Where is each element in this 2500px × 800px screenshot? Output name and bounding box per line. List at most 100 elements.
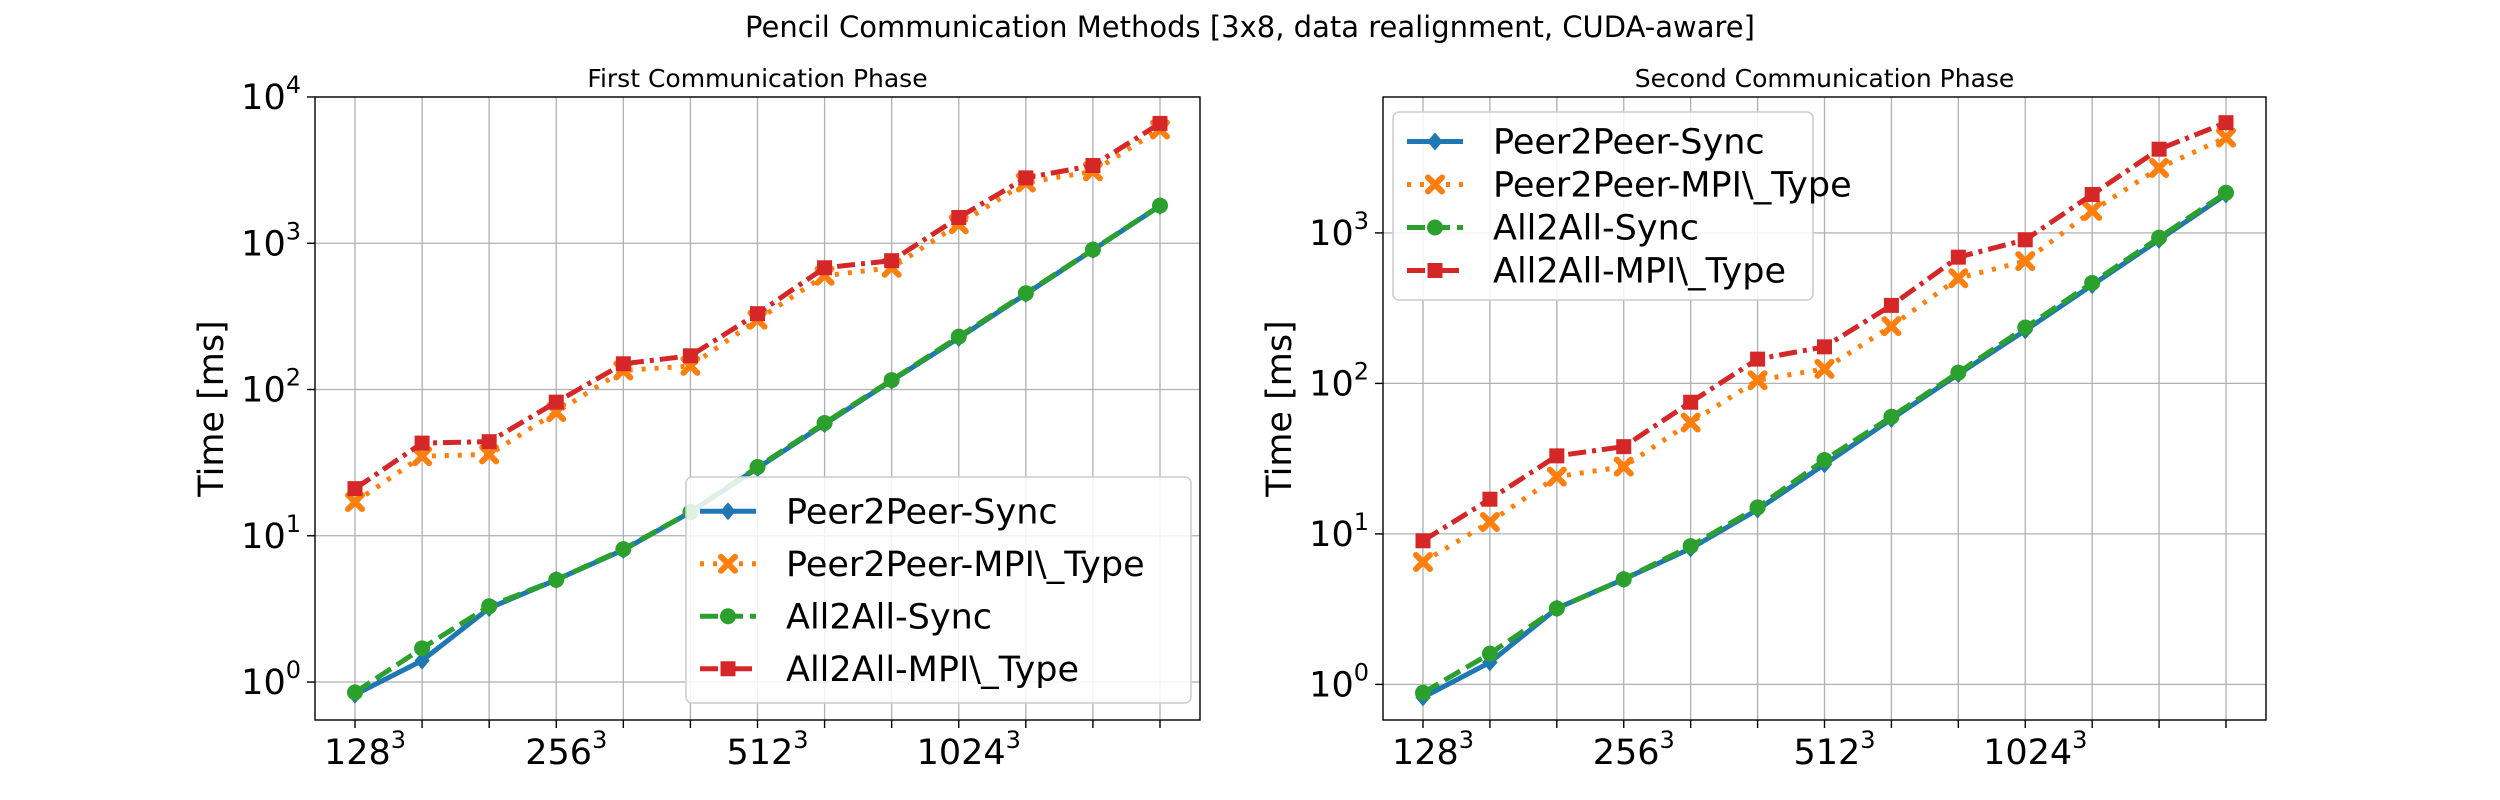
data-point — [1017, 285, 1034, 302]
legend-box — [685, 476, 1192, 704]
data-point — [951, 210, 967, 226]
legend-item-peer2peer-sync: Peer2Peer-Sync — [1407, 123, 1765, 163]
data-point — [2017, 319, 2034, 336]
data-point — [479, 444, 500, 465]
data-point — [414, 435, 430, 451]
legend-marker — [720, 502, 736, 521]
data-point — [481, 434, 497, 450]
data-point — [1950, 364, 1967, 381]
y-tick-label-2-exp: 2 — [1354, 357, 1369, 385]
data-point — [615, 541, 632, 558]
data-point — [1814, 358, 1835, 379]
data-point — [1616, 439, 1632, 455]
data-point — [682, 348, 698, 364]
data-point — [1479, 511, 1500, 532]
series-all2all-mpi-type — [1415, 115, 2234, 549]
data-point — [548, 571, 565, 588]
data-point — [1482, 491, 1498, 507]
legend-label: Peer2Peer-MPI\_Type — [1493, 166, 1852, 206]
y-tick-label-2: 102 — [241, 364, 301, 411]
data-point — [1747, 370, 1768, 391]
legend-item-all2all-mpi-type: All2All-MPI\_Type — [700, 650, 1079, 690]
x-tick-label-1-base: 256 — [525, 733, 592, 773]
x-tick-label-3-exp: 3 — [2072, 726, 2087, 754]
x-tick-label-1: 2563 — [525, 726, 607, 773]
legend-item-all2all-sync: All2All-Sync — [700, 597, 992, 637]
x-tick-label-1-base: 256 — [1593, 733, 1660, 773]
data-point — [1415, 533, 1431, 549]
y-tick-label-4-base: 10 — [241, 78, 286, 118]
data-point — [1881, 316, 1902, 337]
legend-label: All2All-Sync — [786, 597, 992, 637]
legend-marker — [1427, 219, 1443, 236]
y-tick-label-0-exp: 0 — [286, 656, 301, 684]
legend-marker — [720, 608, 736, 625]
data-point — [1152, 115, 1168, 131]
data-point — [1816, 451, 1833, 468]
data-point — [548, 394, 564, 410]
data-point — [884, 253, 900, 269]
y-tick-label-3-exp: 3 — [286, 217, 301, 245]
data-point — [817, 260, 833, 276]
data-point — [2084, 274, 2101, 291]
x-tick-label-0-base: 128 — [1392, 733, 1459, 773]
data-point — [1615, 571, 1632, 588]
data-point — [1682, 538, 1699, 555]
x-tick-label-2-exp: 3 — [1860, 726, 1875, 754]
data-point — [481, 598, 498, 615]
data-point — [414, 651, 430, 670]
y-tick-label-2-exp: 2 — [286, 364, 301, 392]
y-tick-label-1: 101 — [1309, 508, 1369, 555]
legend: Peer2Peer-Sync Peer2Peer-MPI\_Type All2All… — [685, 476, 1192, 704]
y-tick-label-1-exp: 1 — [286, 510, 301, 538]
data-point — [1750, 351, 1766, 367]
y-tick-label-3-base: 10 — [241, 224, 286, 264]
data-point — [1415, 684, 1431, 701]
y-tick-label-3: 103 — [241, 217, 301, 264]
y-tick-label-0-base: 10 — [1309, 665, 1354, 705]
legend-label: All2All-MPI\_Type — [1493, 252, 1786, 292]
y-tick-label-2-base: 10 — [241, 371, 286, 411]
data-point — [2218, 115, 2234, 131]
data-point — [1548, 600, 1565, 617]
x-tick-label-3-base: 1024 — [917, 733, 1006, 773]
data-point — [345, 492, 365, 513]
y-tick-label-3: 103 — [1309, 207, 1369, 254]
data-point — [1413, 552, 1433, 573]
y-tick-label-0: 100 — [1309, 658, 1369, 705]
legend-item-peer2peer-sync: Peer2Peer-Sync — [700, 492, 1058, 532]
y-tick-label-4-exp: 4 — [286, 71, 301, 99]
data-point — [1018, 170, 1034, 186]
data-point — [2017, 232, 2033, 248]
x-tick-label-2-base: 512 — [726, 733, 793, 773]
data-point — [1948, 268, 1969, 289]
x-tick-label-2-base: 512 — [1793, 733, 1860, 773]
data-point — [1549, 448, 1565, 464]
data-point — [2151, 229, 2168, 246]
figure-suptitle: Pencil Communication Methods [3x8, data … — [745, 10, 1755, 44]
x-tick-label-0-exp: 3 — [391, 726, 406, 754]
data-point — [816, 415, 833, 432]
data-point — [2149, 157, 2170, 178]
x-tick-label-1: 2563 — [1593, 726, 1675, 773]
y-axis-label: Time [ms] — [1260, 320, 1300, 497]
legend-marker — [1427, 263, 1443, 278]
panel-title: First Communication Phase — [587, 64, 927, 93]
x-tick-label-0-exp: 3 — [1459, 726, 1474, 754]
y-tick-label-2-base: 10 — [1309, 364, 1354, 404]
data-point — [749, 459, 766, 476]
legend-label: All2All-Sync — [1493, 209, 1699, 249]
y-tick-label-2: 102 — [1309, 357, 1369, 404]
legend-label: Peer2Peer-MPI\_Type — [786, 545, 1145, 585]
legend-marker — [1425, 174, 1445, 195]
data-point — [615, 356, 631, 372]
x-tick-label-2: 5123 — [726, 726, 808, 773]
panel-title: Second Communication Phase — [1635, 64, 2015, 93]
x-tick-label-3: 10243 — [917, 726, 1021, 773]
series-all2all-sync — [347, 197, 1168, 701]
data-point — [1683, 394, 1699, 410]
